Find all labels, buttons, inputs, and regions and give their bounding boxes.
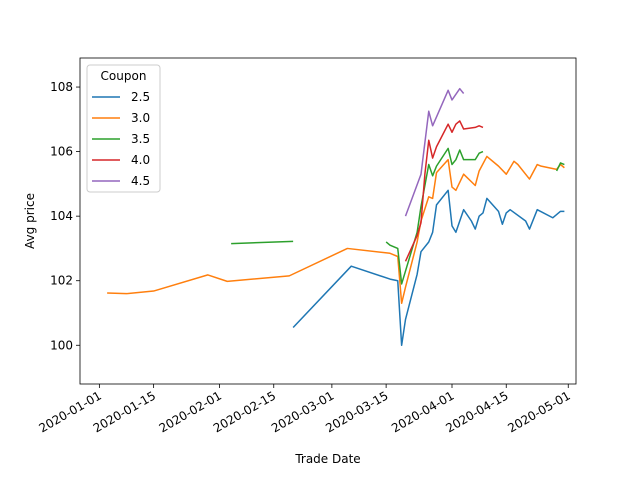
x-axis-label: Trade Date bbox=[294, 452, 360, 466]
series-line-3-5 bbox=[385, 147, 484, 285]
axes-frame bbox=[79, 57, 577, 385]
legend-items: 2.5 3.0 3.5 4.0 4.5 bbox=[92, 90, 150, 188]
y-axis-label: Avg price bbox=[23, 193, 37, 249]
x-axis-ticks: 2020-01-012020-01-152020-02-012020-02-15… bbox=[36, 384, 573, 435]
y-tick-label: 108 bbox=[50, 80, 73, 94]
y-tick-label: 106 bbox=[50, 145, 73, 159]
plot-lines bbox=[107, 87, 565, 347]
legend-label: 4.5 bbox=[131, 174, 150, 188]
series-line-2-5 bbox=[292, 189, 565, 347]
legend-label: 4.0 bbox=[131, 153, 150, 167]
legend-label: 3.5 bbox=[131, 132, 150, 146]
y-tick-label: 100 bbox=[50, 338, 73, 352]
series-line-3-5 bbox=[555, 162, 565, 172]
series-line-3-5 bbox=[231, 240, 294, 245]
series-line-4-5 bbox=[404, 87, 465, 217]
series-line-4-0 bbox=[404, 120, 484, 262]
legend: Coupon 2.5 3.0 3.5 4.0 4.5 bbox=[86, 64, 161, 193]
legend-box bbox=[86, 64, 161, 193]
y-tick-label: 104 bbox=[50, 209, 73, 223]
legend-label: 2.5 bbox=[131, 90, 150, 104]
legend-label: 3.0 bbox=[131, 111, 150, 125]
x-tick-label: 2020-05-01 bbox=[505, 388, 572, 435]
y-tick-label: 102 bbox=[50, 274, 73, 288]
legend-title: Coupon bbox=[101, 69, 147, 83]
series-line-3-0 bbox=[107, 155, 565, 305]
y-axis-ticks: 100 102 104 106 108 bbox=[50, 80, 80, 352]
